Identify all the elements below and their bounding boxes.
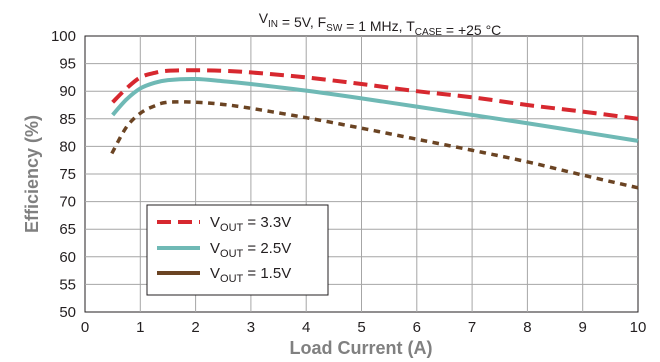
- y-tick-label: 60: [59, 249, 76, 266]
- legend-label-1: VOUT = 3.3V: [210, 214, 291, 234]
- tick-labels: 0 1 2 3 4 5 6 7 8 9 10 50 55 60 65 70 75 80 85 90 95 100: [51, 28, 646, 336]
- title-part: = +25 °C: [442, 22, 501, 38]
- x-tick-label: 7: [468, 319, 476, 336]
- y-tick-label: 80: [59, 138, 76, 155]
- y-tick-label: 75: [59, 166, 76, 183]
- title-subscript: CASE: [415, 27, 443, 38]
- x-tick-label: 8: [523, 319, 531, 336]
- x-tick-label: 3: [247, 319, 255, 336]
- y-tick-label: 95: [59, 56, 76, 73]
- title-subscript: IN: [268, 19, 278, 30]
- y-tick-label: 90: [59, 83, 76, 100]
- series-layer: [110, 68, 641, 190]
- x-tick-label: 6: [413, 319, 421, 336]
- x-tick-label: 4: [302, 319, 310, 336]
- y-tick-label: 70: [59, 194, 76, 211]
- legend: VOUT = 3.3V VOUT = 2.5V VOUT = 1.5V: [146, 204, 329, 296]
- y-tick-label: 100: [51, 28, 76, 45]
- y-tick-label: 65: [59, 221, 76, 238]
- title-part: = 1 MHz, T: [342, 18, 415, 34]
- title-part: = 5V, F: [278, 14, 326, 30]
- legend-label-2: VOUT = 2.5V: [210, 240, 291, 260]
- y-tick-label: 55: [59, 276, 76, 293]
- x-tick-label: 0: [81, 319, 89, 336]
- series-line-1: [111, 68, 639, 121]
- x-tick-label: 5: [357, 319, 365, 336]
- legend-label-3: VOUT = 1.5V: [210, 265, 291, 285]
- y-tick-label: 50: [59, 304, 76, 321]
- chart-title: VIN = 5V, FSW = 1 MHz, TCASE = +25 °C: [259, 10, 502, 38]
- x-tick-label: 2: [191, 319, 199, 336]
- grid-lines: [85, 36, 638, 312]
- title-part: V: [259, 10, 269, 26]
- x-tick-label: 9: [579, 319, 587, 336]
- y-axis-title: Efficiency (%): [22, 115, 42, 233]
- series-line-2: [111, 77, 639, 143]
- y-tick-label: 85: [59, 111, 76, 128]
- x-axis-title: Load Current (A): [290, 338, 433, 358]
- x-tick-label: 10: [630, 319, 647, 336]
- x-tick-label: 1: [136, 319, 144, 336]
- title-subscript: SW: [326, 23, 343, 34]
